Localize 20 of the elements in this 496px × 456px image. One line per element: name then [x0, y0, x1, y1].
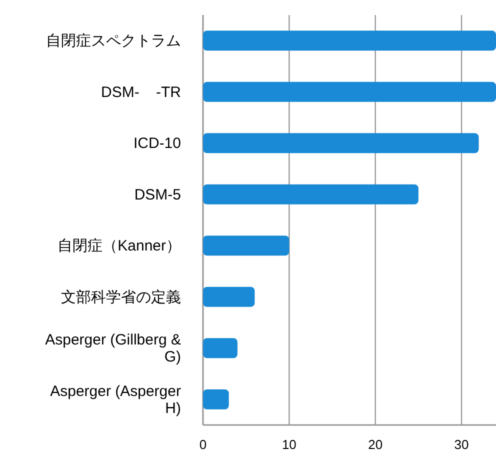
y-tick-label: DSM- -TR	[101, 84, 182, 101]
y-tick-label: Asperger (Asperger H)	[50, 382, 182, 417]
y-tick-label: DSM-5	[134, 186, 181, 204]
bar	[203, 389, 229, 410]
y-tick-label: Asperger (Gillberg & G)	[45, 332, 181, 366]
y-tick-label: 自閉症（Kanner）	[58, 238, 181, 255]
bar	[203, 236, 290, 256]
bar	[203, 133, 479, 154]
x-tick-label: 30	[454, 437, 469, 452]
bar	[203, 286, 255, 307]
bar	[203, 184, 418, 204]
x-tick-label: 10	[282, 437, 296, 452]
bar	[203, 82, 496, 102]
y-tick-label: 自閉症スペクトラム	[46, 32, 181, 50]
bar	[203, 30, 496, 51]
x-tick-label: 0	[199, 437, 207, 452]
bar	[203, 338, 238, 358]
y-tick-label: ICD-10	[133, 135, 181, 152]
y-tick-label: 文部科学省の定義	[61, 288, 181, 306]
x-tick-label: 20	[368, 437, 383, 452]
